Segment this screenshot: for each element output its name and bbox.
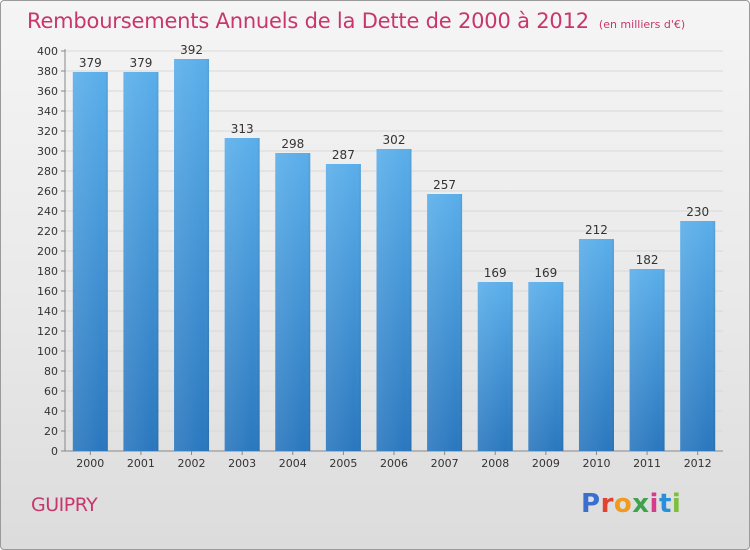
bar-shade bbox=[376, 149, 412, 451]
bar-shade bbox=[477, 282, 513, 451]
bar-shade bbox=[528, 282, 564, 451]
y-tick-label: 0 bbox=[51, 445, 58, 458]
bars bbox=[72, 59, 716, 451]
y-tick-label: 120 bbox=[37, 325, 58, 338]
y-tick-label: 400 bbox=[37, 45, 58, 58]
bar-value-label: 212 bbox=[585, 223, 608, 237]
x-tick-label: 2008 bbox=[481, 457, 509, 470]
bar-shade bbox=[325, 164, 361, 451]
logo-letter: P bbox=[581, 489, 601, 519]
y-tick-label: 240 bbox=[37, 205, 58, 218]
bar-shade bbox=[629, 269, 665, 451]
logo-letter: t bbox=[658, 489, 672, 519]
bar-value-label: 313 bbox=[231, 122, 254, 136]
y-tick-label: 320 bbox=[37, 125, 58, 138]
x-tick-label: 2003 bbox=[228, 457, 256, 470]
data-labels: 379 379 392 313 298 287 302 257 169 169 212 182 230 bbox=[79, 43, 709, 280]
x-tick-label: 2000 bbox=[76, 457, 104, 470]
x-tick-label: 2002 bbox=[178, 457, 206, 470]
logo-letter: x bbox=[632, 489, 650, 519]
bar-value-label: 257 bbox=[433, 178, 456, 192]
y-tick-label: 260 bbox=[37, 185, 58, 198]
x-tick-label: 2010 bbox=[582, 457, 610, 470]
bar-shade bbox=[680, 221, 716, 451]
bar-shade bbox=[72, 72, 108, 451]
bar-shade bbox=[275, 153, 311, 451]
y-tick-label: 140 bbox=[37, 305, 58, 318]
x-tick-label: 2012 bbox=[684, 457, 712, 470]
y-tick-label: 300 bbox=[37, 145, 58, 158]
bar-value-label: 392 bbox=[180, 43, 203, 57]
logo-letter: o bbox=[613, 489, 633, 519]
bar-value-label: 169 bbox=[534, 266, 557, 280]
bar-value-label: 298 bbox=[281, 137, 304, 151]
commune-name: GUIPRY bbox=[31, 494, 98, 516]
bar-shade bbox=[427, 194, 463, 451]
y-tick-label: 200 bbox=[37, 245, 58, 258]
bar-shade bbox=[224, 138, 260, 451]
bar-shade bbox=[174, 59, 210, 451]
y-tick-label: 220 bbox=[37, 225, 58, 238]
x-tick-label: 2009 bbox=[532, 457, 560, 470]
y-tick-label: 360 bbox=[37, 85, 58, 98]
x-tick-label: 2004 bbox=[279, 457, 307, 470]
x-tick-label: 2007 bbox=[431, 457, 459, 470]
chart-unit-label: (en milliers d'€) bbox=[598, 18, 686, 31]
title-row: Remboursements Annuels de la Dette de 20… bbox=[27, 9, 685, 33]
chart-title: Remboursements Annuels de la Dette de 20… bbox=[27, 9, 589, 33]
bar-value-label: 230 bbox=[686, 205, 709, 219]
logo-letter: i bbox=[671, 489, 682, 519]
x-tick-label: 2001 bbox=[127, 457, 155, 470]
y-tick-label: 340 bbox=[37, 105, 58, 118]
y-tick-label: 40 bbox=[44, 405, 58, 418]
logo-letter: r bbox=[600, 489, 614, 519]
bar-value-label: 379 bbox=[79, 56, 102, 70]
x-tick-label: 2005 bbox=[329, 457, 357, 470]
y-tick-label: 180 bbox=[37, 265, 58, 278]
bar-shade bbox=[123, 72, 159, 451]
bar-value-label: 379 bbox=[129, 56, 152, 70]
bar-value-label: 302 bbox=[383, 133, 406, 147]
proxiti-logo[interactable]: Proxiti bbox=[581, 489, 681, 519]
y-tick-label: 160 bbox=[37, 285, 58, 298]
y-tick-label: 60 bbox=[44, 385, 58, 398]
x-tick-label: 2006 bbox=[380, 457, 408, 470]
bar-value-label: 182 bbox=[636, 253, 659, 267]
tick-labels: 0 20 40 60 80 100 120 140 160 180 200 220 240 260 280 3… bbox=[37, 45, 712, 470]
y-tick-label: 100 bbox=[37, 345, 58, 358]
bar-value-label: 169 bbox=[484, 266, 507, 280]
bar-shade bbox=[578, 239, 614, 451]
logo-letter: i bbox=[649, 489, 659, 519]
x-tick-label: 2011 bbox=[633, 457, 661, 470]
y-tick-label: 280 bbox=[37, 165, 58, 178]
y-tick-label: 20 bbox=[44, 425, 58, 438]
y-tick-label: 380 bbox=[37, 65, 58, 78]
y-tick-label: 80 bbox=[44, 365, 58, 378]
bar-value-label: 287 bbox=[332, 148, 355, 162]
